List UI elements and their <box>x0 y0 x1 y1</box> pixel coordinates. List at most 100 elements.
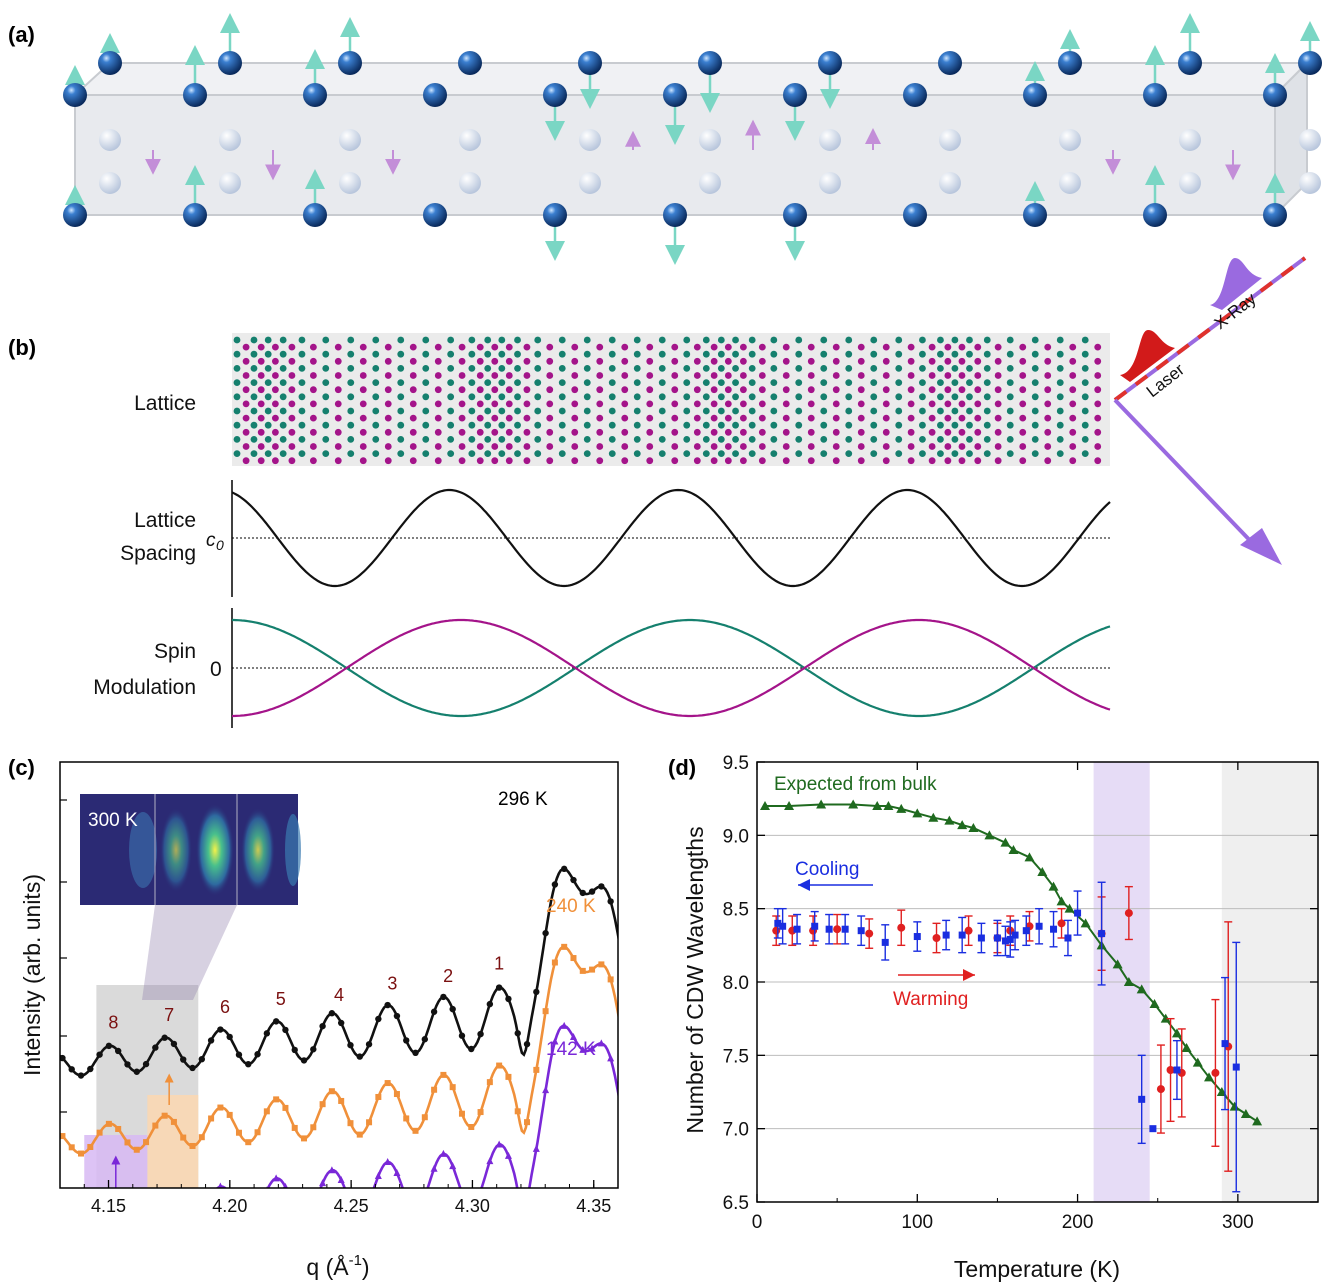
lattice-dot <box>322 407 330 415</box>
lattice-dot <box>907 457 915 465</box>
atom <box>303 203 327 227</box>
lattice-dot <box>983 350 991 358</box>
lattice-dot <box>505 400 513 408</box>
data-point <box>189 1064 196 1072</box>
data-point <box>105 1042 113 1050</box>
data-point <box>458 1189 465 1196</box>
x-tick-label: 300 <box>1222 1212 1254 1233</box>
d-x-axis-label: Temperature (K) <box>954 1256 1120 1282</box>
lattice-dot <box>845 350 853 358</box>
lattice-dot <box>359 428 367 436</box>
lattice-dot <box>758 457 766 465</box>
data-point <box>301 1213 308 1220</box>
lattice-dot <box>658 365 666 372</box>
lattice-dot <box>271 414 279 422</box>
data-point <box>189 1221 196 1228</box>
lattice-dot <box>951 393 959 401</box>
lattice-dot <box>523 357 531 365</box>
lattice-dot <box>717 450 725 457</box>
lattice-dot <box>468 393 476 401</box>
lattice-dot <box>702 379 710 386</box>
lattice-dot <box>807 400 815 408</box>
c-x-axis-label: q (Å-1) <box>306 1252 369 1280</box>
data-point <box>542 1086 550 1094</box>
xray-reflected-beam <box>1113 398 1264 555</box>
lattice-dot <box>1019 457 1027 465</box>
lattice-dot <box>359 400 367 408</box>
lattice-dot <box>1069 428 1077 436</box>
lattice-dot <box>958 400 966 408</box>
lattice-dot <box>1069 357 1077 365</box>
lattice-dot <box>621 400 629 408</box>
lattice-dot <box>820 379 828 386</box>
lattice-dot <box>671 414 679 422</box>
lattice-dot <box>994 386 1002 394</box>
cooling-point <box>774 919 782 927</box>
lattice-dot <box>271 357 279 365</box>
lattice-dot <box>372 379 380 386</box>
data-point <box>87 1222 94 1229</box>
lattice-dot <box>498 393 506 401</box>
panel-b: Lattice Lattice Spacing Spin Modulation … <box>93 256 1307 728</box>
lattice-dot <box>758 414 766 422</box>
lattice-dot <box>724 400 732 408</box>
lattice-dot <box>1094 372 1102 379</box>
atom <box>818 51 842 75</box>
lattice-dot <box>233 436 241 443</box>
bulk-point <box>883 801 894 810</box>
data-point <box>68 1222 75 1229</box>
lattice-dot <box>264 350 272 358</box>
lattice-dot <box>546 428 554 436</box>
lattice-dot <box>347 379 355 386</box>
lattice-dot <box>857 414 865 422</box>
lattice-dot <box>702 365 710 372</box>
lattice-dot <box>724 428 732 436</box>
lattice-dot <box>633 379 641 386</box>
lattice-dot <box>974 372 982 379</box>
lattice-dot <box>958 457 966 465</box>
lattice-dot <box>1069 414 1077 422</box>
bulk-annotation: Expected from bulk <box>774 774 937 795</box>
lattice-dot <box>770 436 778 443</box>
cooling-point <box>825 925 833 933</box>
lattice-dot <box>447 407 455 415</box>
lattice-dot <box>476 443 484 450</box>
warming-point <box>1156 1085 1165 1094</box>
x-tick-label: 4.20 <box>212 1196 247 1216</box>
lattice-dot <box>271 372 279 379</box>
inset-blob-1 <box>129 812 157 888</box>
warming-point <box>897 923 906 932</box>
lattice-dot <box>372 450 380 457</box>
lattice-dot <box>724 386 732 394</box>
lattice-dot <box>1056 379 1064 386</box>
lattice-dot <box>907 414 915 422</box>
lattice-dot <box>264 436 272 443</box>
lattice-dot <box>1069 443 1077 450</box>
y-tick-label: 9.5 <box>723 753 749 774</box>
lattice-dot <box>596 400 604 408</box>
atom <box>98 51 122 75</box>
x-tick-label: 4.15 <box>91 1196 126 1216</box>
panel-c-chart: 4.15 4.20 4.25 4.30 4.35 1 2 3 4 5 6 7 8 296 K 240 K… <box>19 761 619 1280</box>
lattice-dot <box>608 336 616 344</box>
lattice-dot <box>484 350 492 358</box>
lattice-dot <box>505 414 513 422</box>
atom <box>1178 51 1202 75</box>
lattice-dot <box>820 436 828 443</box>
lattice-dot <box>422 393 430 401</box>
lattice-dot <box>250 379 258 386</box>
bulk-point <box>896 803 907 813</box>
lattice-dot <box>491 372 499 379</box>
lattice-dot <box>271 443 279 450</box>
lattice-dot <box>907 400 915 408</box>
lattice-dot <box>242 357 250 365</box>
lattice-dot <box>1081 336 1089 344</box>
lattice-dot <box>514 336 521 344</box>
lattice-dot <box>596 386 604 394</box>
lattice-dot <box>608 365 616 372</box>
lattice-dot <box>484 407 492 415</box>
data-point <box>356 1131 363 1138</box>
lattice-dot <box>1056 450 1064 457</box>
lattice-dot <box>571 386 579 394</box>
lattice-dot <box>279 421 287 429</box>
